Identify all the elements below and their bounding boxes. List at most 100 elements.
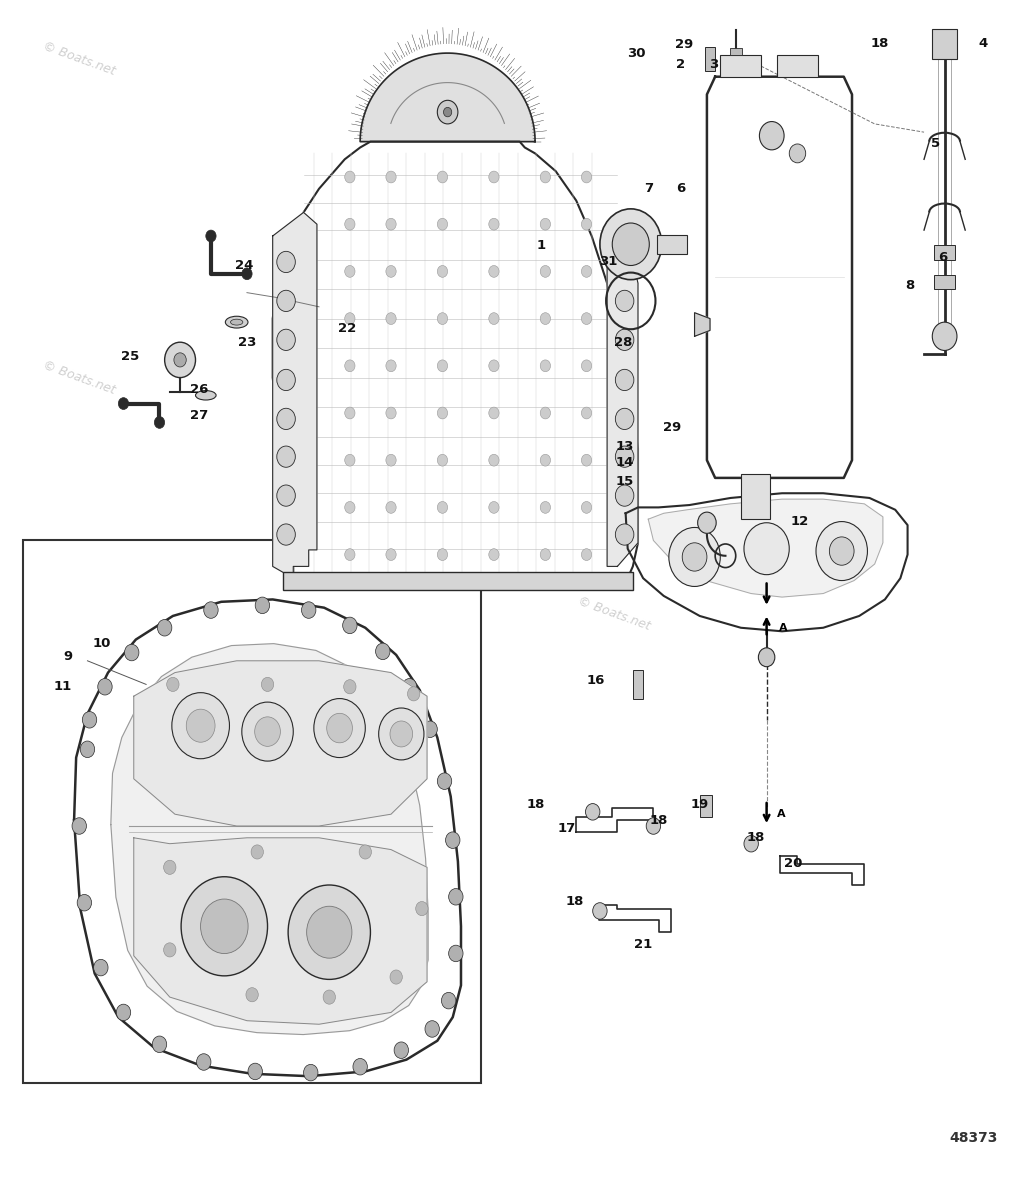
Ellipse shape xyxy=(196,391,216,400)
Text: 21: 21 xyxy=(634,937,652,951)
Polygon shape xyxy=(111,643,428,1035)
Circle shape xyxy=(344,680,356,694)
Circle shape xyxy=(593,903,607,919)
Circle shape xyxy=(172,693,229,759)
Bar xyxy=(633,670,643,699)
Circle shape xyxy=(669,527,720,586)
Circle shape xyxy=(157,620,172,636)
Circle shape xyxy=(277,446,295,467)
Text: © Boats.net: © Boats.net xyxy=(576,595,652,632)
Text: 20: 20 xyxy=(784,857,803,871)
Circle shape xyxy=(581,218,592,230)
Circle shape xyxy=(402,678,417,695)
Text: 48373: 48373 xyxy=(950,1130,998,1145)
Circle shape xyxy=(386,313,396,324)
Circle shape xyxy=(386,218,396,230)
Circle shape xyxy=(540,454,551,466)
Circle shape xyxy=(489,407,499,419)
Circle shape xyxy=(386,549,396,560)
Ellipse shape xyxy=(225,316,248,328)
Polygon shape xyxy=(607,224,638,566)
Text: 2: 2 xyxy=(676,58,684,72)
Circle shape xyxy=(489,266,499,277)
Text: 4: 4 xyxy=(979,37,987,51)
Circle shape xyxy=(489,549,499,560)
Circle shape xyxy=(600,209,662,280)
Circle shape xyxy=(376,643,390,660)
Circle shape xyxy=(72,818,86,834)
Circle shape xyxy=(386,266,396,277)
Circle shape xyxy=(386,360,396,372)
Circle shape xyxy=(615,485,634,506)
Circle shape xyxy=(304,1064,318,1081)
Circle shape xyxy=(277,369,295,391)
Circle shape xyxy=(379,708,424,760)
Bar xyxy=(932,30,957,59)
Circle shape xyxy=(829,537,854,565)
Circle shape xyxy=(246,988,258,1002)
Circle shape xyxy=(615,408,634,430)
Circle shape xyxy=(443,107,452,117)
Circle shape xyxy=(489,313,499,324)
Circle shape xyxy=(345,454,355,466)
Circle shape xyxy=(612,223,649,266)
Circle shape xyxy=(489,360,499,372)
Polygon shape xyxy=(695,313,710,336)
Text: © Boats.net: © Boats.net xyxy=(41,713,117,750)
Circle shape xyxy=(326,713,352,743)
Text: 3: 3 xyxy=(710,58,718,72)
Polygon shape xyxy=(780,856,864,885)
Text: 18: 18 xyxy=(747,831,766,845)
Circle shape xyxy=(248,1063,262,1080)
Circle shape xyxy=(744,523,789,575)
Text: 29: 29 xyxy=(663,420,681,434)
Circle shape xyxy=(167,677,179,691)
Circle shape xyxy=(277,408,295,430)
Circle shape xyxy=(744,835,758,852)
Circle shape xyxy=(581,502,592,513)
Circle shape xyxy=(581,454,592,466)
Polygon shape xyxy=(626,493,908,631)
Circle shape xyxy=(489,454,499,466)
Text: 6: 6 xyxy=(938,250,948,264)
Circle shape xyxy=(540,502,551,513)
Circle shape xyxy=(682,543,707,571)
Bar xyxy=(705,47,715,71)
Bar xyxy=(657,235,687,254)
Bar xyxy=(23,540,481,1083)
Circle shape xyxy=(615,251,634,273)
Text: 18: 18 xyxy=(527,798,545,812)
Circle shape xyxy=(345,549,355,560)
Text: 16: 16 xyxy=(587,674,605,688)
Bar xyxy=(700,795,712,817)
Circle shape xyxy=(288,885,370,979)
Circle shape xyxy=(359,845,371,859)
Circle shape xyxy=(759,122,784,150)
Circle shape xyxy=(165,342,196,378)
Text: 18: 18 xyxy=(649,813,668,827)
Polygon shape xyxy=(648,499,883,597)
Circle shape xyxy=(437,407,448,419)
Circle shape xyxy=(181,877,268,976)
Circle shape xyxy=(174,353,186,367)
Circle shape xyxy=(261,677,274,691)
Bar xyxy=(934,275,955,289)
Circle shape xyxy=(581,549,592,560)
Circle shape xyxy=(540,266,551,277)
Polygon shape xyxy=(74,599,461,1076)
Circle shape xyxy=(646,818,661,834)
Circle shape xyxy=(581,360,592,372)
Circle shape xyxy=(489,218,499,230)
Text: 18: 18 xyxy=(871,37,889,51)
Circle shape xyxy=(390,721,413,747)
Circle shape xyxy=(98,678,112,695)
Polygon shape xyxy=(134,661,427,826)
Circle shape xyxy=(164,860,176,874)
Circle shape xyxy=(441,992,456,1009)
Circle shape xyxy=(277,485,295,506)
Circle shape xyxy=(816,522,867,581)
Circle shape xyxy=(407,687,420,701)
Circle shape xyxy=(255,717,280,747)
Circle shape xyxy=(242,268,252,280)
Circle shape xyxy=(394,1042,409,1058)
